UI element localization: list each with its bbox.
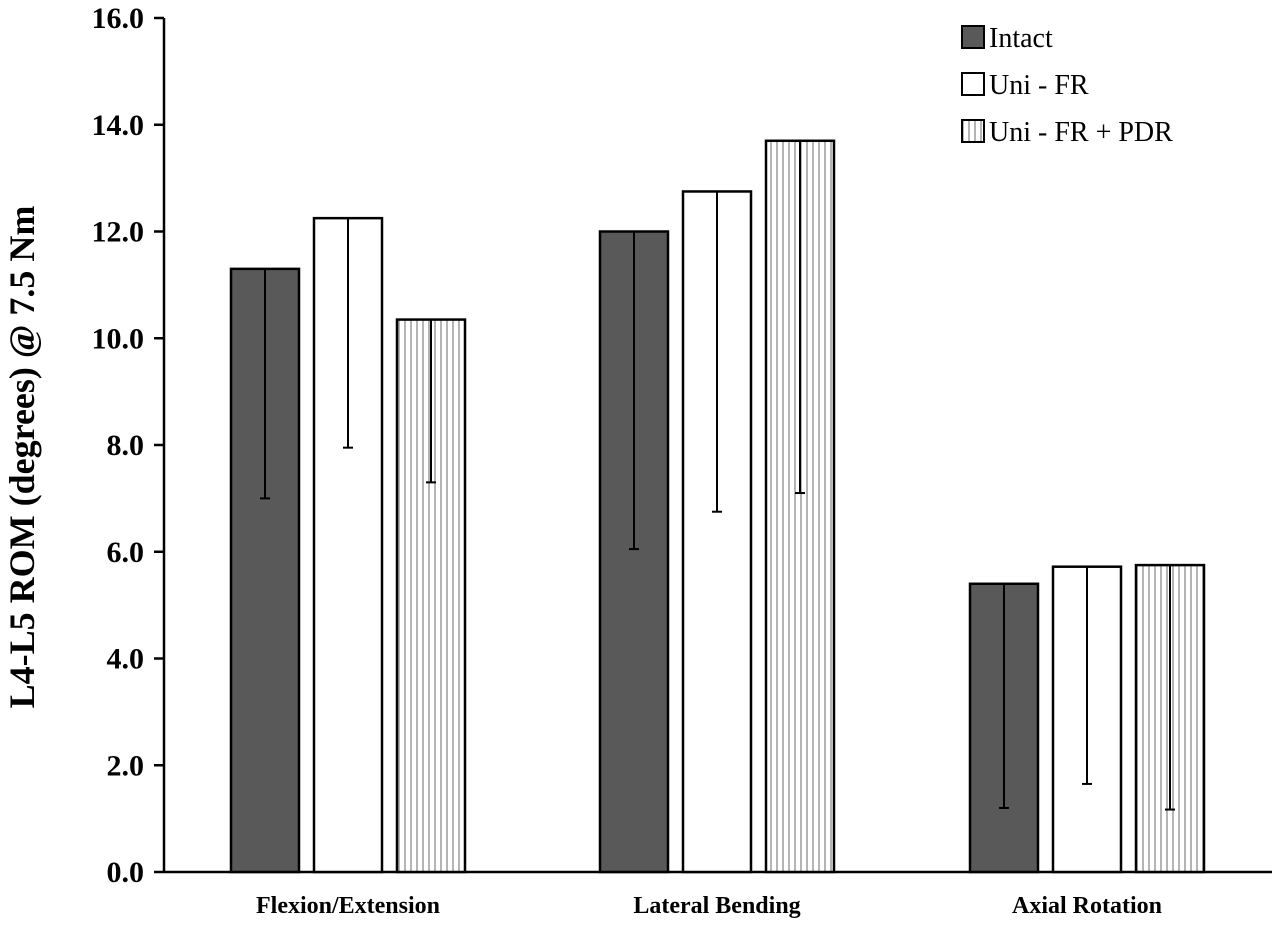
- legend-swatch: [961, 119, 985, 143]
- legend-label: Uni - FR + PDR: [989, 117, 1173, 148]
- legend-label: Uni - FR: [989, 70, 1089, 101]
- y-axis-label: L4-L5 ROM (degrees) @ 7.5 Nm: [2, 206, 42, 709]
- x-category-label: Flexion/Extension: [256, 893, 440, 919]
- y-tick-label: 16.0: [92, 2, 145, 35]
- plot-area: 0.0 2.0 4.0 6.0 8.0 10.0 12.0 14.0 16.0 Flexion/E…: [92, 2, 1272, 919]
- y-tick-label: 6.0: [107, 536, 145, 569]
- x-category-label: Axial Rotation: [1012, 893, 1162, 919]
- legend-swatch: [961, 25, 985, 49]
- bar-2-1: [764, 139, 836, 874]
- y-tick-label: 8.0: [107, 429, 145, 462]
- y-tick-label: 14.0: [92, 109, 145, 142]
- legend: Intact Uni - FR Uni - FR + PDR: [961, 23, 1173, 148]
- y-tick-label: 4.0: [107, 643, 145, 676]
- legend-label: Intact: [989, 23, 1053, 54]
- legend-swatch: [961, 72, 985, 96]
- y-tick-label: 0.0: [107, 856, 145, 889]
- y-tick-label: 12.0: [92, 216, 145, 249]
- x-category-label: Lateral Bending: [633, 893, 800, 919]
- y-tick-label: 2.0: [107, 749, 145, 782]
- y-tick-label: 10.0: [92, 322, 145, 355]
